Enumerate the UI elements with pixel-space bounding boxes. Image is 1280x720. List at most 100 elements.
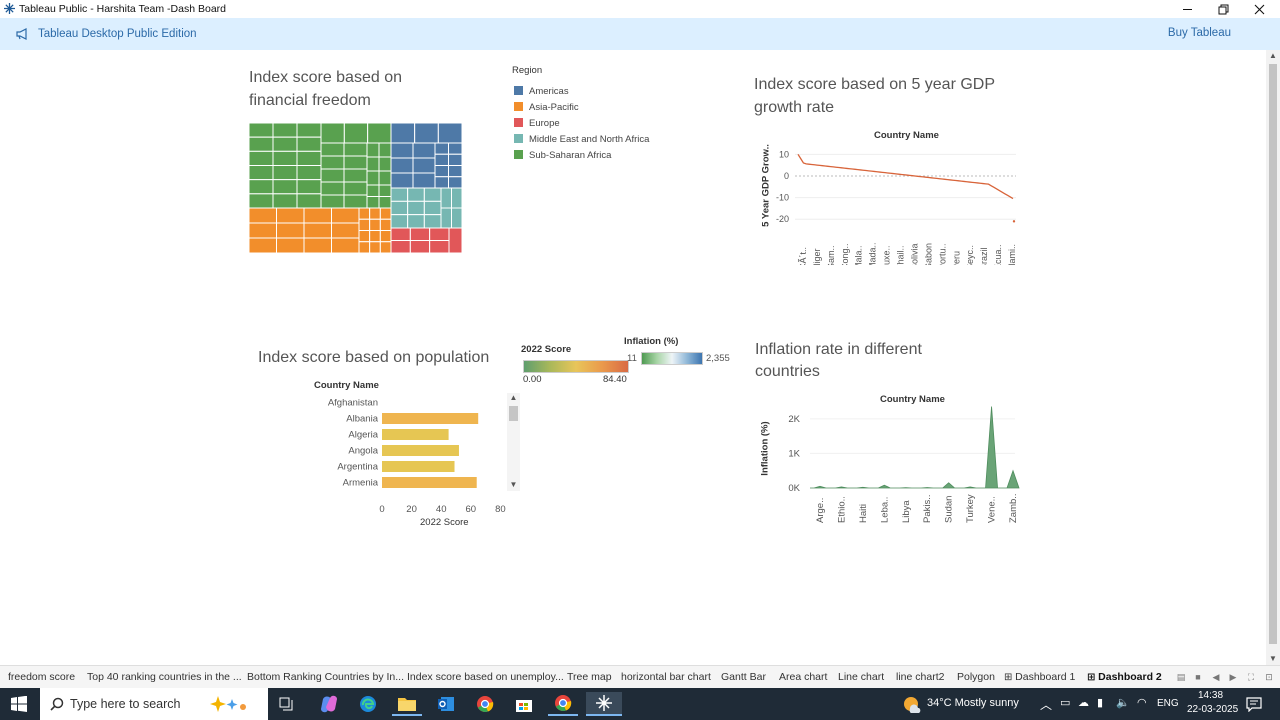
tab-bottom-ranking[interactable]: Bottom Ranking Countries by In... bbox=[247, 671, 404, 683]
legend-swatch bbox=[514, 134, 523, 143]
inflation-x-tick: Turkey bbox=[965, 494, 976, 523]
volume-muted-icon[interactable]: 🔈 bbox=[1116, 697, 1130, 709]
chrome-app-button[interactable] bbox=[470, 692, 500, 716]
tab-dashboard-2[interactable]: ⊞ Dashboard 2 bbox=[1087, 671, 1162, 683]
population-bar-chart[interactable]: Afghanistan Albania Algeria Angola Argentina… bbox=[300, 392, 510, 532]
tab-prev-icon[interactable]: ◀ bbox=[1212, 672, 1220, 682]
treemap-cell bbox=[423, 187, 442, 202]
population-row-label: Armenia bbox=[343, 478, 379, 489]
wifi-icon[interactable]: ◠ bbox=[1137, 697, 1147, 709]
region-legend-item[interactable]: Americas bbox=[514, 81, 569, 97]
dashboard-scroll-thumb[interactable] bbox=[1269, 64, 1277, 644]
battery-icon[interactable]: ▮ bbox=[1097, 697, 1104, 709]
cloud-sync-icon[interactable]: ☁ bbox=[1078, 697, 1089, 709]
scroll-up-icon[interactable]: ▲ bbox=[509, 393, 518, 402]
treemap-cell bbox=[414, 123, 439, 144]
dashboard-scrollbar[interactable]: ▲ ▼ bbox=[1266, 50, 1280, 665]
treemap-cell bbox=[390, 157, 414, 174]
show-hidden-icons-chevron-icon[interactable]: ︿ bbox=[1040, 698, 1053, 712]
legend-swatch bbox=[514, 150, 523, 159]
weather-text[interactable]: 34°C Mostly sunny bbox=[927, 697, 1019, 709]
scroll-down-icon[interactable]: ▼ bbox=[509, 480, 518, 489]
tab-area-chart[interactable]: Area chart bbox=[779, 671, 828, 683]
treemap-cell bbox=[343, 142, 368, 157]
tab-line-chart2[interactable]: line chart2 bbox=[896, 671, 945, 683]
treemap-cell bbox=[296, 165, 322, 181]
meet-now-icon[interactable]: ▭ bbox=[1060, 697, 1071, 709]
treemap-cell bbox=[249, 237, 277, 253]
score-color-ramp bbox=[523, 360, 629, 373]
gdp-x-tick: Cong.. bbox=[840, 243, 850, 265]
region-legend-item[interactable]: Middle East and North Africa bbox=[514, 129, 649, 145]
restore-button[interactable] bbox=[1205, 0, 1241, 18]
show-filmstrip-icon[interactable]: ▤ bbox=[1176, 672, 1186, 682]
new-sheet-icon[interactable]: ⊡ bbox=[1265, 672, 1273, 682]
edge-app-button[interactable] bbox=[353, 692, 383, 716]
inflation-x-tick: Zamb.. bbox=[1008, 493, 1019, 523]
gdp-growth-line-chart[interactable]: 10 0 -10 -20 CÃ´t.. Niger Gam.. Cong.. Mala.. Mad… bbox=[770, 145, 1020, 265]
clock-date[interactable]: 22-03-2025 bbox=[1187, 704, 1239, 715]
region-legend-item[interactable]: Europe bbox=[514, 113, 560, 129]
tab-unemployment[interactable]: Index score based on unemploy... bbox=[407, 671, 564, 683]
treemap-cell bbox=[249, 222, 277, 239]
language-indicator[interactable]: ENG bbox=[1157, 698, 1179, 709]
task-view-button[interactable] bbox=[272, 692, 302, 716]
minimize-button[interactable] bbox=[1169, 0, 1205, 18]
clock-time[interactable]: 14:38 bbox=[1198, 690, 1224, 701]
tab-horizontal-bar-chart[interactable]: horizontal bar chart bbox=[621, 671, 711, 683]
close-button[interactable] bbox=[1241, 0, 1277, 18]
taskbar-search[interactable]: Type here to search bbox=[40, 688, 268, 720]
scroll-down-arrow-icon[interactable]: ▼ bbox=[1269, 654, 1277, 663]
copilot-app-button[interactable] bbox=[314, 692, 344, 716]
store-app-button[interactable] bbox=[509, 692, 539, 716]
tableau-app-button[interactable] bbox=[586, 692, 622, 716]
tab-dashboard-1[interactable]: ⊞ Dashboard 1 bbox=[1004, 671, 1075, 683]
treemap-cell bbox=[440, 207, 452, 229]
file-explorer-button[interactable] bbox=[392, 692, 422, 716]
tab-next-icon[interactable]: ▶ bbox=[1229, 672, 1237, 682]
inflation-legend-min: 11 bbox=[627, 353, 637, 364]
population-bar bbox=[382, 477, 477, 488]
treemap-cell bbox=[378, 170, 392, 186]
treemap-cell bbox=[366, 184, 380, 197]
outlook-app-button[interactable] bbox=[431, 692, 461, 716]
legend-label: Americas bbox=[529, 86, 569, 97]
treemap-cell bbox=[331, 207, 360, 224]
country-list-scrollbar[interactable]: ▲ ▼ bbox=[507, 393, 520, 491]
treemap-cell bbox=[379, 241, 392, 253]
weather-sun-icon bbox=[904, 697, 921, 713]
population-row-label: Afghanistan bbox=[328, 398, 378, 409]
tab-freedom-score[interactable]: freedom score bbox=[8, 671, 76, 683]
chrome-window-button[interactable] bbox=[548, 692, 578, 716]
buy-tableau-link[interactable]: Buy Tableau bbox=[1167, 27, 1231, 39]
show-sheet-sorter-icon[interactable]: ■ bbox=[1195, 672, 1201, 682]
financial-freedom-treemap[interactable] bbox=[249, 123, 462, 253]
tab-tree-map[interactable]: Tree map bbox=[567, 671, 612, 683]
treemap-cell bbox=[412, 172, 436, 189]
tab-top-40-ranking[interactable]: Top 40 ranking countries in the ... bbox=[87, 671, 242, 683]
region-legend-item[interactable]: Sub-Saharan Africa bbox=[514, 145, 611, 161]
start-button[interactable] bbox=[4, 692, 34, 716]
inflation-x-tick: Arge.. bbox=[815, 498, 826, 523]
scroll-up-arrow-icon[interactable]: ▲ bbox=[1269, 51, 1277, 60]
treemap-cell bbox=[434, 176, 449, 189]
region-legend-item[interactable]: Asia-Pacific bbox=[514, 97, 579, 113]
population-x-tick: 60 bbox=[466, 504, 477, 515]
tab-line-chart[interactable]: Line chart bbox=[838, 671, 885, 683]
scroll-thumb[interactable] bbox=[509, 406, 518, 421]
inflation-area-chart[interactable]: 2K 1K 0K Arge.. Ethio.. Haiti Leba.. Libya Pakis… bbox=[775, 405, 1020, 530]
treemap-cell bbox=[320, 155, 345, 170]
treemap-cell bbox=[448, 176, 462, 189]
presentation-mode-icon[interactable]: ⛶ bbox=[1247, 672, 1255, 682]
edge-icon bbox=[360, 696, 376, 712]
treemap-cell bbox=[412, 157, 436, 174]
tab-polygon[interactable]: Polygon bbox=[957, 671, 995, 683]
tab-gantt-bar[interactable]: Gantt Bar bbox=[721, 671, 766, 683]
treemap-cell bbox=[448, 165, 462, 178]
treemap-cell bbox=[390, 240, 411, 253]
population-x-axis-label: 2022 Score bbox=[420, 517, 469, 528]
treemap-cell bbox=[451, 207, 462, 229]
notifications-icon[interactable] bbox=[1246, 696, 1262, 712]
treemap-cell bbox=[276, 207, 305, 224]
gdp-x-tick: Seyc.. bbox=[965, 245, 975, 265]
